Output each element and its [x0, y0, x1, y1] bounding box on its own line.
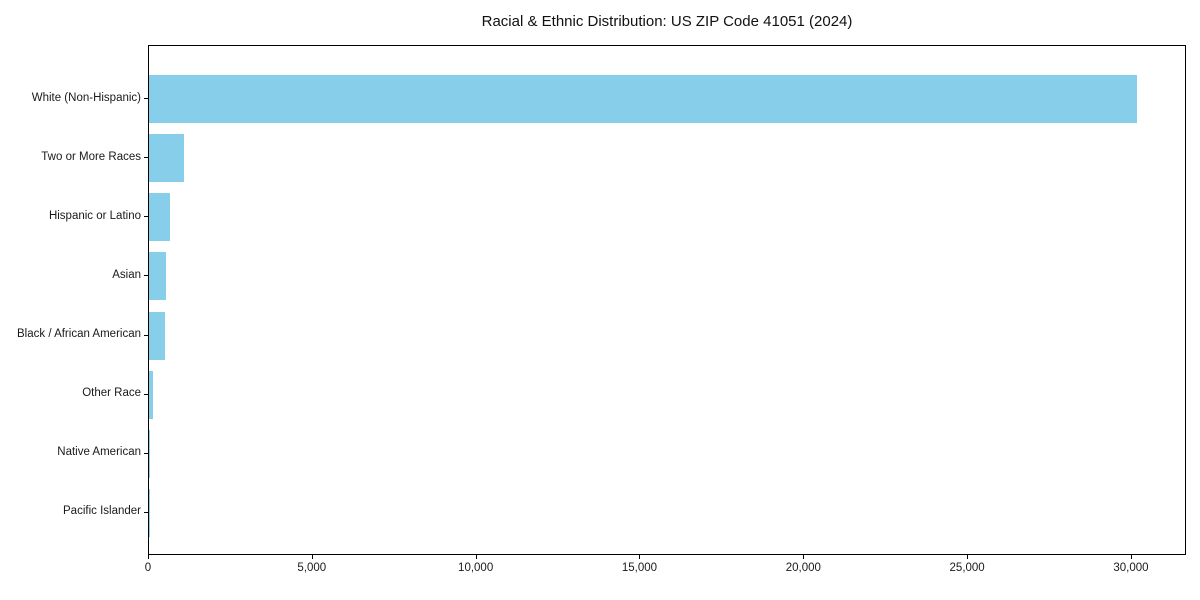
- bar-native-american: [149, 429, 150, 478]
- y-tick-label: Native American: [57, 446, 141, 459]
- y-tick-label: Black / African American: [17, 328, 141, 341]
- x-tick-label: 5,000: [297, 562, 327, 574]
- bar-two-or-more-races: [149, 134, 185, 183]
- x-tick-mark: [311, 555, 313, 559]
- y-tick-mark: [144, 275, 148, 277]
- y-tick-mark: [144, 511, 148, 513]
- y-tick-label: Hispanic or Latino: [48, 209, 141, 222]
- y-tick-label: Asian: [112, 268, 141, 281]
- y-tick-mark: [144, 334, 148, 336]
- x-tick-label: 20,000: [785, 562, 821, 574]
- y-tick-mark: [144, 216, 148, 218]
- y-tick-label: Two or More Races: [41, 150, 141, 163]
- x-tick-mark: [803, 555, 805, 559]
- bar-black-african-american: [149, 311, 166, 360]
- x-tick-mark: [967, 555, 969, 559]
- x-tick-label: 10,000: [458, 562, 494, 574]
- x-tick-mark: [148, 555, 149, 559]
- y-tick-label: Pacific Islander: [63, 505, 141, 518]
- x-tick-mark: [475, 555, 477, 559]
- y-tick-mark: [144, 393, 148, 395]
- plot-area: [148, 45, 1186, 555]
- x-tick-label: 15,000: [621, 562, 658, 574]
- bar-other-race: [149, 370, 153, 419]
- x-tick-label: 25,000: [949, 562, 985, 574]
- bar-asian: [149, 252, 167, 301]
- chart-title: Racial & Ethnic Distribution: US ZIP Cod…: [481, 13, 853, 30]
- y-tick-label: Other Race: [82, 387, 141, 400]
- y-tick-label: White (Non-Hispanic): [31, 91, 141, 104]
- x-tick-mark: [639, 555, 641, 559]
- y-tick-mark: [144, 157, 148, 159]
- bar-hispanic-or-latino: [149, 193, 171, 242]
- bar-white-non-hispanic: [149, 75, 1137, 123]
- x-tick-label: 0: [144, 562, 152, 574]
- x-tick-label: 30,000: [1113, 562, 1149, 574]
- x-tick-mark: [1130, 555, 1132, 559]
- y-tick-mark: [144, 452, 148, 454]
- y-tick-mark: [144, 98, 148, 99]
